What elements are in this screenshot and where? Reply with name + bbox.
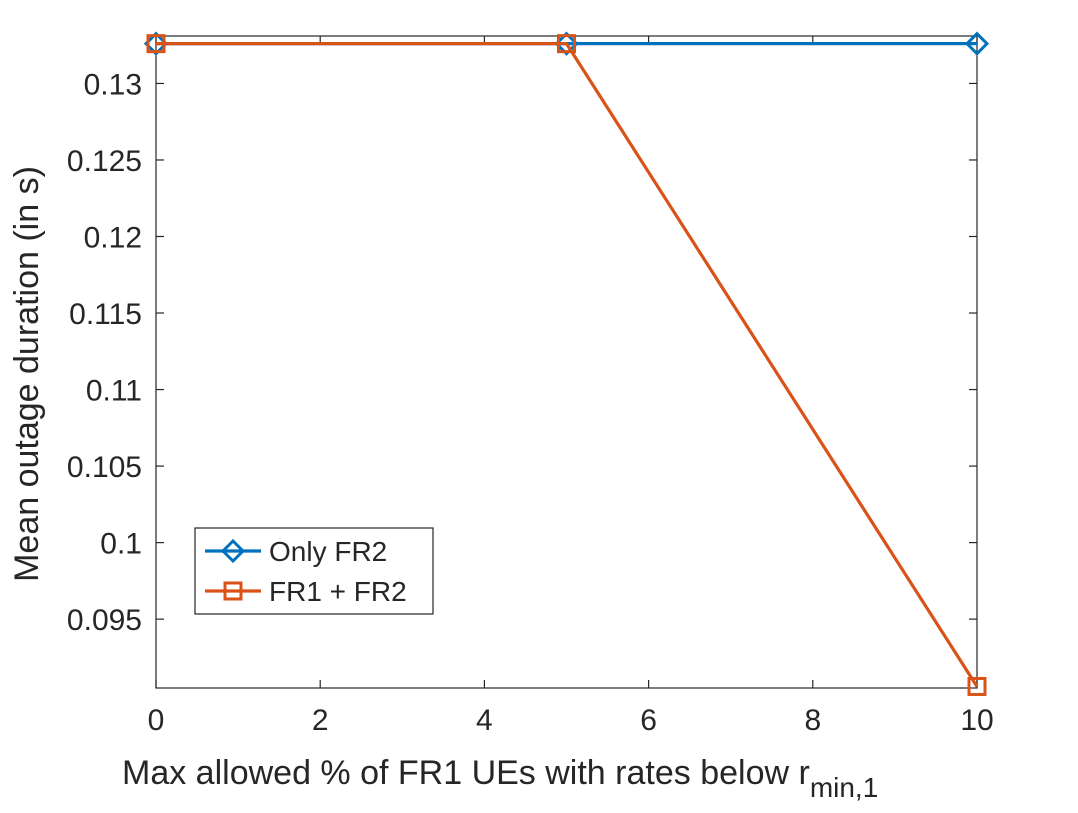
y-tick-label: 0.115 [69, 298, 142, 331]
data-point-diamond [964, 31, 990, 56]
legend-marker-square [223, 581, 243, 601]
x-tick-label: 2 [312, 704, 329, 737]
x-axis-label: Max allowed % of FR1 UEs with rates belo… [122, 754, 878, 803]
x-tick-label: 8 [804, 704, 821, 737]
y-tick-label: 0.095 [67, 604, 142, 637]
y-tick-label: 0.1 [100, 528, 142, 561]
x-tick-label: 4 [476, 704, 493, 737]
x-axis-label-main: Max allowed % of FR1 UEs with rates belo… [122, 754, 810, 792]
y-tick-label: 0.11 [86, 375, 142, 408]
series-line-square [156, 42, 979, 688]
x-tick-label: 6 [640, 704, 657, 737]
y-axis-label: Mean outage duration (in s) [8, 166, 46, 582]
data-point-square [967, 676, 987, 696]
legend-label: FR1 + FR2 [269, 576, 407, 607]
x-axis-label-subscript: min,1 [810, 772, 878, 803]
data-point-square [557, 34, 576, 54]
x-tick-label: 10 [960, 704, 993, 737]
legend-label: Only FR2 [269, 536, 387, 567]
y-tick-label: 0.125 [67, 145, 142, 178]
legend-marker-diamond [220, 538, 246, 564]
y-tick-label: 0.13 [84, 68, 142, 101]
y-tick-label: 0.12 [84, 221, 142, 254]
y-tick-label: 0.105 [67, 451, 142, 484]
x-tick-label: 0 [148, 704, 165, 737]
data-point-square [146, 34, 166, 54]
